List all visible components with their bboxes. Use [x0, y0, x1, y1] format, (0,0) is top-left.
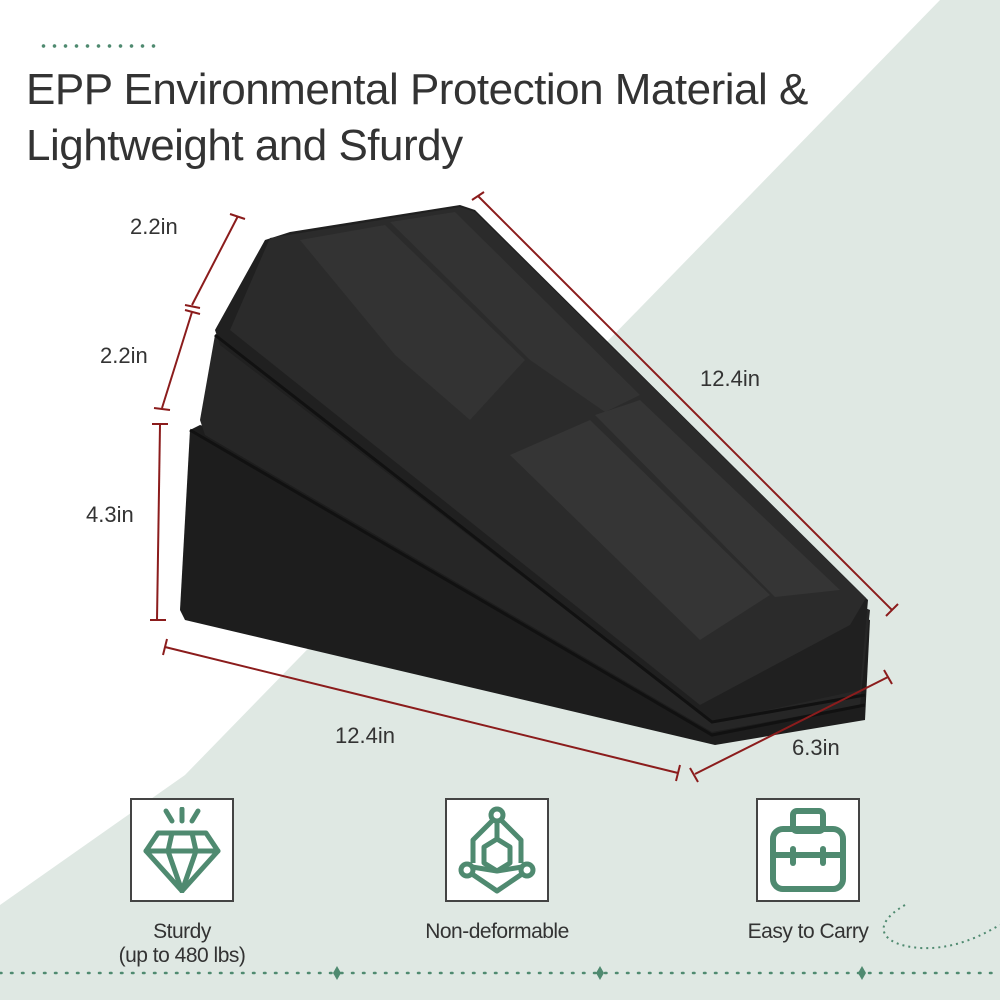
slant-board-product: [180, 205, 870, 745]
molecule-structure-icon: [445, 798, 549, 902]
page-title: EPP Environmental Protection Material & …: [26, 62, 808, 174]
feature-sturdy: Sturdy (up to 480 lbs): [82, 798, 282, 968]
diamond-icon: [130, 798, 234, 902]
briefcase-icon: [756, 798, 860, 902]
dimension-bottom-height: 4.3in: [86, 502, 134, 527]
dimension-top-height: 2.2in: [130, 214, 178, 239]
feature-label: Sturdy: [153, 920, 211, 943]
dimension-middle-height: 2.2in: [100, 343, 148, 368]
dimension-slope-length: 12.4in: [700, 366, 760, 391]
decorative-dots: [38, 44, 160, 48]
title-line-2: Lightweight and Sfurdy: [26, 121, 463, 170]
feature-non-deformable: Non-deformable: [397, 798, 597, 944]
dimension-lines: [150, 191, 899, 783]
dimension-base-length: 12.4in: [335, 723, 395, 748]
feature-sublabel: (up to 480 lbs): [118, 944, 246, 967]
title-line-1: EPP Environmental Protection Material &: [26, 65, 808, 114]
dimension-width: 6.3in: [792, 735, 840, 760]
feature-easy-to-carry: Easy to Carry: [708, 798, 908, 944]
feature-label: Easy to Carry: [747, 920, 869, 943]
bottom-divider: [0, 966, 1000, 980]
decorative-swirl: [882, 904, 1000, 950]
feature-label: Non-deformable: [425, 920, 569, 943]
